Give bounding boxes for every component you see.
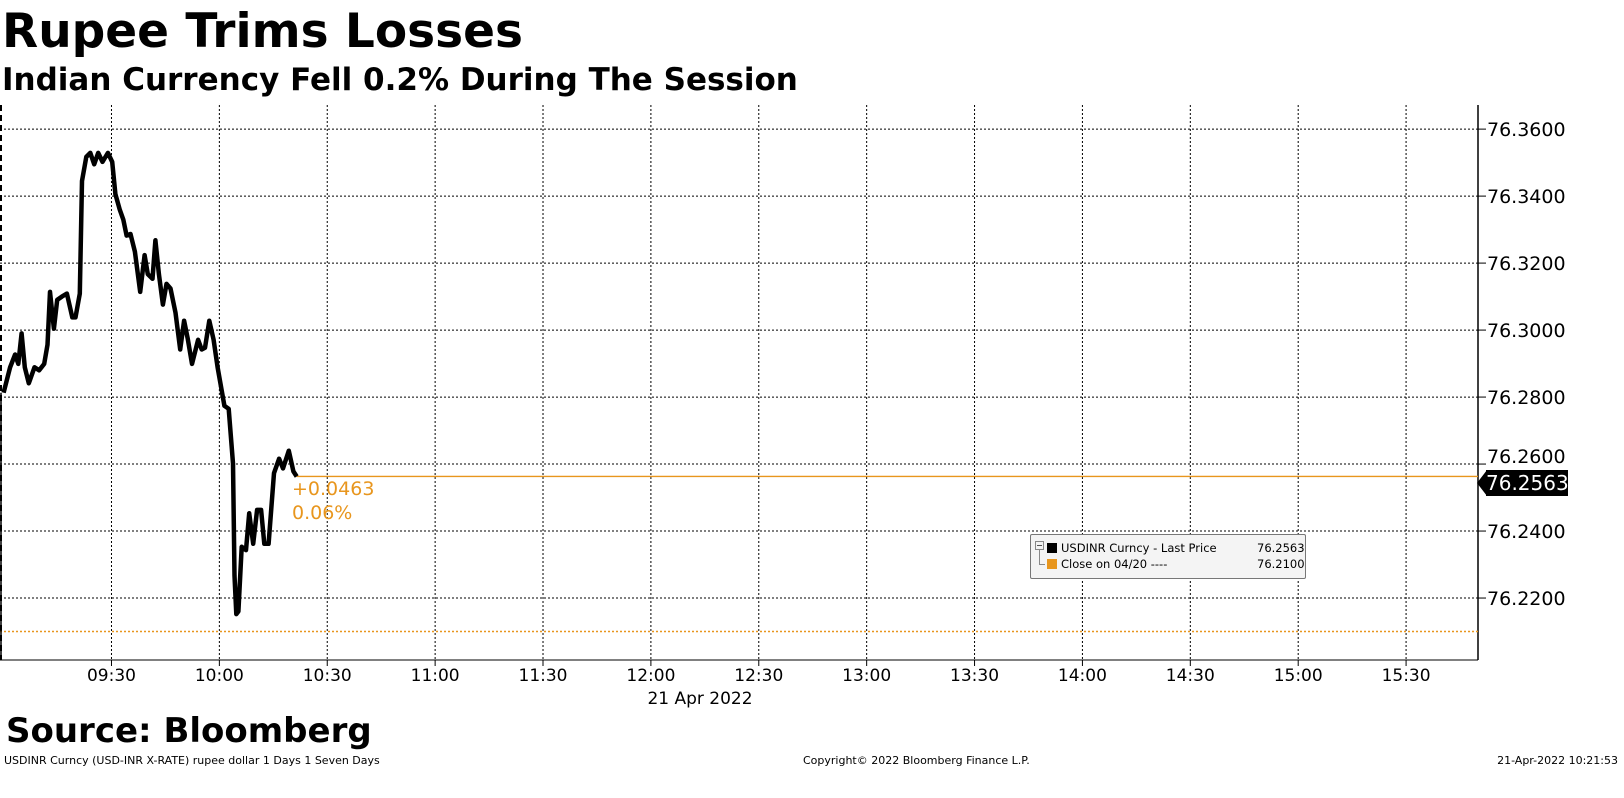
x-tick-label: 13:00	[842, 666, 891, 686]
change-annotation: +0.0463	[292, 478, 375, 500]
x-tick-label: 15:00	[1274, 666, 1323, 686]
y-tick-label: 76.2800	[1487, 387, 1566, 409]
legend-value: 76.2100	[1257, 557, 1305, 571]
legend-entry-close: Close on 04/20 ---- 76.2100	[1047, 556, 1305, 572]
tree-connector	[1039, 550, 1045, 565]
legend-swatch-black	[1047, 543, 1057, 553]
y-tick-label: 76.2600	[1487, 446, 1566, 468]
y-tick-label: 76.3400	[1487, 186, 1566, 208]
x-tick-label: 10:00	[195, 666, 244, 686]
last-price-tag: 76.2563	[1486, 470, 1569, 496]
source-label: Source: Bloomberg	[6, 711, 372, 751]
x-tick-label: 14:00	[1058, 666, 1107, 686]
y-tick-label: 76.3200	[1487, 253, 1566, 275]
legend-entry-last-price: USDINR Curncy - Last Price 76.2563	[1047, 540, 1305, 556]
legend: USDINR Curncy - Last Price 76.2563 Close…	[1030, 534, 1306, 579]
y-tick-label: 76.3600	[1487, 119, 1566, 141]
x-tick-label: 13:30	[950, 666, 999, 686]
chart-subtitle: Indian Currency Fell 0.2% During The Ses…	[2, 62, 798, 98]
footer-copyright: Copyright© 2022 Bloomberg Finance L.P.	[803, 754, 1030, 767]
collapse-icon[interactable]	[1035, 541, 1044, 550]
x-axis-label: 21 Apr 2022	[647, 689, 752, 709]
x-tick-label: 15:30	[1382, 666, 1431, 686]
legend-swatch-orange	[1047, 559, 1057, 569]
x-tick-label: 12:30	[734, 666, 783, 686]
footer-ticker: USDINR Curncy (USD-INR X-RATE) rupee dol…	[4, 754, 380, 767]
x-tick-label: 10:30	[303, 666, 352, 686]
x-tick-label: 12:00	[626, 666, 675, 686]
x-tick-label: 09:30	[87, 666, 136, 686]
y-tick-label: 76.2400	[1487, 521, 1566, 543]
y-tick-label: 76.3000	[1487, 320, 1566, 342]
legend-label: Close on 04/20 ----	[1061, 557, 1168, 571]
footer-timestamp: 21-Apr-2022 10:21:53	[1497, 754, 1618, 767]
legend-value: 76.2563	[1257, 541, 1305, 555]
y-tick-label: 76.2200	[1487, 588, 1566, 610]
legend-label: USDINR Curncy - Last Price	[1061, 541, 1217, 555]
chart-title: Rupee Trims Losses	[2, 4, 523, 59]
price-line	[1, 150, 299, 617]
pct-annotation: 0.06%	[292, 502, 353, 524]
x-tick-label: 14:30	[1166, 666, 1215, 686]
x-tick-label: 11:30	[519, 666, 568, 686]
x-tick-label: 11:00	[411, 666, 460, 686]
last-price-arrow	[1477, 470, 1487, 496]
